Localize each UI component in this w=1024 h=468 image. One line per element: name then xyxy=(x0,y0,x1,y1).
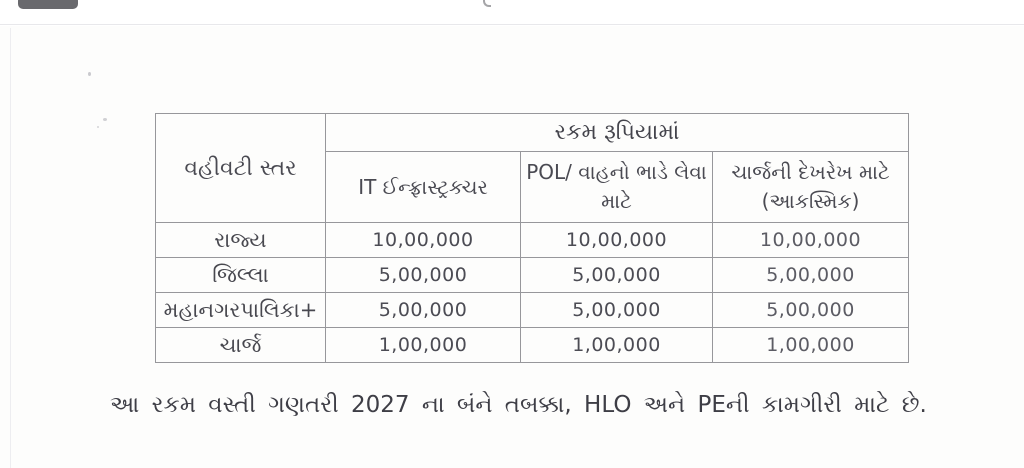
row-label: મહાનગરપાલિકા+ xyxy=(155,292,326,328)
row-label: ચાર્જ xyxy=(155,327,326,363)
table-row-charge: ચાર્જ 1,00,000 1,00,000 1,00,000 xyxy=(155,327,910,363)
budget-table: વહીવટી સ્તર રકમ રૂપિયામાં IT ઈન્ફ્રાસ્ટ્… xyxy=(155,113,910,363)
amount-cell: 1,00,000 xyxy=(520,327,713,363)
page-edge-line xyxy=(10,28,11,468)
table-header-group-row: વહીવટી સ્તર રકમ રૂપિયામાં xyxy=(155,113,910,223)
col-header-it-infrastructure: IT ઈન્ફ્રાસ્ટ્રક્ચર xyxy=(325,151,521,223)
amount-cell: 5,00,000 xyxy=(520,257,713,293)
amount-cell: 5,00,000 xyxy=(325,292,521,328)
cutoff-glyph-top xyxy=(483,0,491,7)
amount-cell: 10,00,000 xyxy=(520,222,713,258)
amount-cell: 10,00,000 xyxy=(325,222,521,258)
scan-top-margin xyxy=(0,0,1024,25)
amount-cell: 5,00,000 xyxy=(325,257,521,293)
amount-cell: 5,00,000 xyxy=(711,292,910,328)
table-subheader-row: IT ઈન્ફ્રાસ્ટ્રક્ચર POL/ વાહનો ભાડે લેવા… xyxy=(156,151,910,223)
row-label: રાજ્ય xyxy=(155,222,326,258)
col-header-charge-supervision-contingency: ચાર્જની દેખરેખ માટે (આકસ્મિક) xyxy=(711,151,910,223)
amount-cell: 1,00,000 xyxy=(711,327,910,363)
scan-speck xyxy=(88,72,91,76)
amount-cell: 5,00,000 xyxy=(711,257,910,293)
scan-dark-tab-artifact xyxy=(18,0,78,9)
group-header-amount-in-rupees: રકમ રૂપિયામાં xyxy=(324,113,910,152)
amount-cell: 10,00,000 xyxy=(711,222,910,258)
amount-cell: 5,00,000 xyxy=(520,292,713,328)
table-row-municipal-corporation: મહાનગરપાલિકા+ 5,00,000 5,00,000 5,00,000 xyxy=(155,292,910,328)
row-label: જિલ્લા xyxy=(155,257,326,293)
table-row-district: જિલ્લા 5,00,000 5,00,000 5,00,000 xyxy=(155,257,910,293)
corner-header-admin-level: વહીવટી સ્તર xyxy=(155,113,326,223)
amount-cell: 1,00,000 xyxy=(325,327,521,363)
document-body: વહીવટી સ્તર રકમ રૂપિયામાં IT ઈન્ફ્રાસ્ટ્… xyxy=(0,26,1024,468)
scan-speck xyxy=(97,126,99,128)
budget-table-container: વહીવટી સ્તર રકમ રૂપિયામાં IT ઈન્ફ્રાસ્ટ્… xyxy=(155,113,910,363)
table-row-state: રાજ્ય 10,00,000 10,00,000 10,00,000 xyxy=(155,222,910,258)
footnote-census-2027: આ રકમ વસ્તી ગણતરી 2027 ના બંને તબક્કા, H… xyxy=(110,392,927,418)
col-header-pol-vehicle-hire: POL/ વાહનો ભાડે લેવા માટે xyxy=(520,151,713,223)
scan-speck xyxy=(103,118,107,121)
